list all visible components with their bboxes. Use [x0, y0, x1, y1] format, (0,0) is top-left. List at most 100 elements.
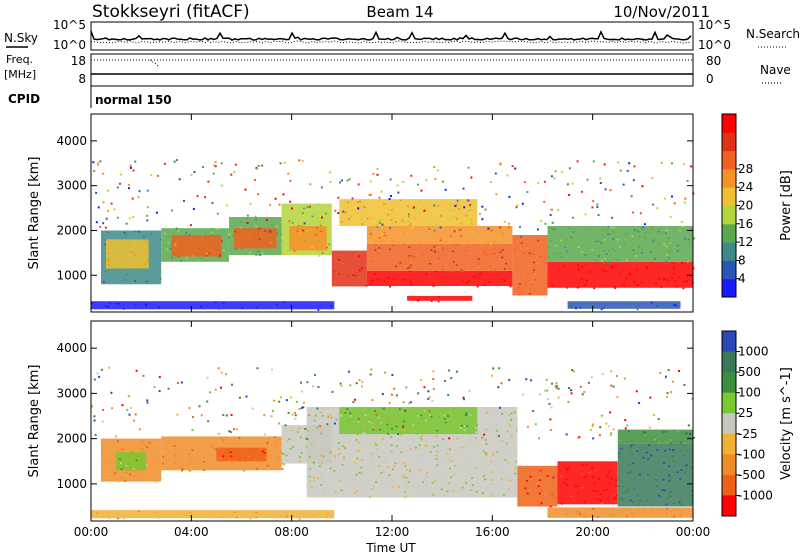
- heatmap-speckle: [669, 495, 672, 498]
- colorbar-tick-label: -500: [738, 468, 765, 482]
- heatmap-speckle: [408, 415, 411, 417]
- heatmap-speckle: [372, 428, 375, 431]
- heatmap-scatter-point: [417, 392, 420, 395]
- colorbar-swatch: [722, 413, 736, 435]
- heatmap-speckle: [631, 305, 634, 307]
- heatmap-speckle: [490, 461, 493, 463]
- station-title: Stokkseyri (fitACF): [92, 2, 250, 22]
- heatmap-speckle: [682, 515, 685, 517]
- y-tick-label: 3000: [56, 386, 87, 400]
- heatmap-speckle: [434, 251, 437, 253]
- heatmap-speckle: [229, 451, 232, 453]
- heatmap-speckle: [339, 449, 342, 451]
- heatmap-speckle: [612, 238, 615, 240]
- heatmap-speckle: [320, 432, 323, 435]
- heatmap-speckle: [283, 242, 285, 244]
- heatmap-speckle: [134, 230, 137, 233]
- heatmap-region: [91, 301, 335, 310]
- heatmap-speckle: [129, 304, 132, 306]
- heatmap-speckle: [676, 244, 679, 247]
- heatmap-speckle: [290, 429, 293, 432]
- heatmap-speckle: [472, 231, 474, 234]
- heatmap-speckle: [600, 259, 603, 262]
- heatmap-speckle: [463, 425, 466, 427]
- heatmap-speckle: [441, 237, 444, 239]
- heatmap-speckle: [451, 250, 454, 253]
- heatmap-speckle: [356, 432, 358, 435]
- heatmap-speckle: [560, 503, 563, 505]
- heatmap-speckle: [687, 514, 690, 517]
- heatmap-speckle: [129, 473, 132, 476]
- heatmap-speckle: [677, 276, 680, 278]
- heatmap-speckle: [408, 246, 411, 248]
- heatmap-scatter-point: [138, 190, 141, 193]
- heatmap-speckle: [258, 254, 261, 256]
- heatmap-speckle: [397, 268, 400, 270]
- heatmap-speckle: [666, 507, 669, 510]
- heatmap-speckle: [428, 241, 431, 243]
- heatmap-speckle: [579, 511, 582, 513]
- heatmap-speckle: [105, 476, 108, 479]
- heatmap-scatter-point: [474, 427, 477, 430]
- heatmap-speckle: [540, 471, 543, 473]
- heatmap-speckle: [601, 502, 604, 505]
- heatmap-scatter-point: [188, 407, 191, 410]
- heatmap-scatter-point: [279, 162, 282, 165]
- heatmap-scatter-point: [150, 174, 153, 177]
- heatmap-speckle: [121, 448, 124, 451]
- heatmap-speckle: [471, 223, 474, 225]
- colorbar-tick-label: 12: [738, 235, 753, 249]
- heatmap-speckle: [397, 228, 400, 231]
- heatmap-speckle: [288, 220, 291, 222]
- heatmap-speckle: [667, 257, 670, 259]
- heatmap-speckle: [299, 460, 302, 463]
- heatmap-scatter-point: [278, 422, 281, 425]
- heatmap-speckle: [380, 421, 383, 424]
- heatmap-speckle: [146, 265, 149, 267]
- heatmap-speckle: [443, 280, 446, 283]
- heatmap-scatter-point: [433, 204, 436, 207]
- heatmap-speckle: [330, 305, 333, 307]
- heatmap-speckle: [148, 441, 151, 444]
- heatmap-speckle: [170, 243, 173, 245]
- heatmap-speckle: [518, 287, 520, 289]
- heatmap-scatter-point: [361, 381, 364, 384]
- heatmap-speckle: [581, 251, 584, 253]
- heatmap-speckle: [449, 203, 451, 206]
- heatmap-speckle: [203, 515, 206, 518]
- heatmap-speckle: [124, 474, 127, 476]
- heatmap-scatter-point: [491, 374, 493, 377]
- heatmap-speckle: [319, 224, 322, 227]
- heatmap-speckle: [152, 279, 155, 282]
- heatmap-speckle: [259, 448, 262, 451]
- heatmap-scatter-point: [687, 424, 690, 427]
- heatmap-speckle: [348, 418, 351, 421]
- heatmap-scatter-point: [624, 427, 627, 430]
- heatmap-speckle: [646, 451, 648, 454]
- heatmap-speckle: [639, 489, 642, 492]
- nsearch-label: N.Search: [746, 27, 800, 41]
- heatmap-speckle: [633, 281, 636, 283]
- heatmap-speckle: [626, 472, 629, 474]
- heatmap-scatter-point: [544, 222, 547, 225]
- heatmap-speckle: [646, 267, 649, 270]
- heatmap-speckle: [581, 464, 584, 466]
- heatmap-speckle: [346, 275, 349, 278]
- heatmap-speckle: [333, 470, 336, 472]
- heatmap-scatter-point: [689, 432, 692, 435]
- heatmap-speckle: [429, 451, 432, 453]
- heatmap-scatter-point: [302, 229, 305, 232]
- heatmap-speckle: [313, 461, 315, 464]
- heatmap-speckle: [465, 282, 468, 284]
- heatmap-scatter-point: [339, 181, 341, 184]
- heatmap-speckle: [552, 476, 555, 479]
- heatmap-scatter-point: [352, 401, 355, 404]
- heatmap-scatter-point: [120, 173, 122, 176]
- heatmap-speckle: [403, 462, 406, 464]
- heatmap-speckle: [538, 492, 541, 495]
- heatmap-scatter-point: [282, 193, 285, 196]
- heatmap-scatter-point: [497, 386, 500, 389]
- heatmap-speckle: [435, 435, 438, 438]
- heatmap-speckle: [452, 489, 455, 492]
- heatmap-scatter-point: [515, 206, 518, 209]
